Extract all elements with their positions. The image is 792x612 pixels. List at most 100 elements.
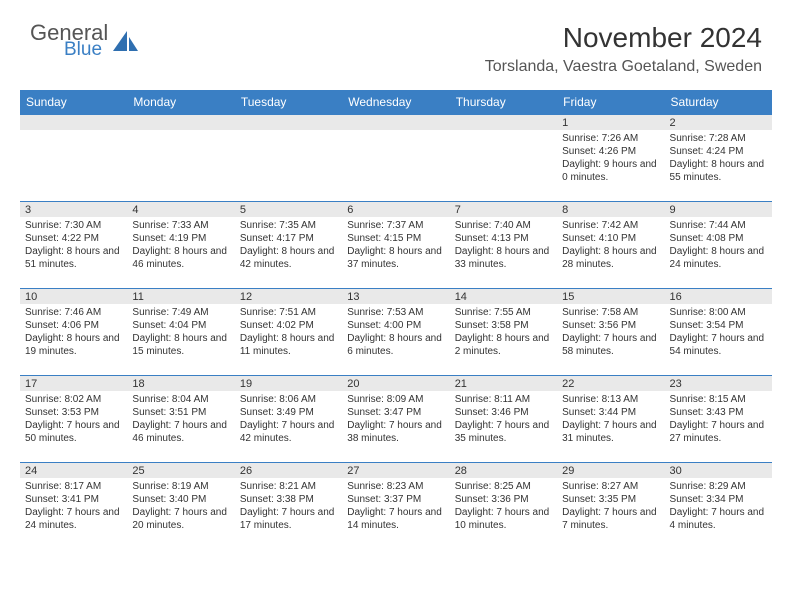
day-number-bar: 4 — [127, 201, 234, 217]
day-number-bar: 26 — [235, 462, 342, 478]
day-cell: 9Sunrise: 7:44 AMSunset: 4:08 PMDaylight… — [665, 201, 772, 288]
daylight-line: Daylight: 7 hours and 24 minutes. — [25, 506, 122, 532]
day-body: Sunrise: 8:02 AMSunset: 3:53 PMDaylight:… — [20, 391, 127, 448]
sunset-line: Sunset: 4:17 PM — [240, 232, 337, 245]
day-number-bar: 30 — [665, 462, 772, 478]
day-body: Sunrise: 8:15 AMSunset: 3:43 PMDaylight:… — [665, 391, 772, 448]
daylight-line: Daylight: 8 hours and 19 minutes. — [25, 332, 122, 358]
day-cell — [127, 114, 234, 201]
sunset-line: Sunset: 4:19 PM — [132, 232, 229, 245]
sunrise-line: Sunrise: 7:51 AM — [240, 306, 337, 319]
daylight-line: Daylight: 7 hours and 50 minutes. — [25, 419, 122, 445]
sunset-line: Sunset: 3:47 PM — [347, 406, 444, 419]
day-cell: 24Sunrise: 8:17 AMSunset: 3:41 PMDayligh… — [20, 462, 127, 549]
day-body: Sunrise: 7:26 AMSunset: 4:26 PMDaylight:… — [557, 130, 664, 187]
sunset-line: Sunset: 3:35 PM — [562, 493, 659, 506]
day-body: Sunrise: 8:00 AMSunset: 3:54 PMDaylight:… — [665, 304, 772, 361]
day-cell: 11Sunrise: 7:49 AMSunset: 4:04 PMDayligh… — [127, 288, 234, 375]
day-number-bar: 21 — [450, 375, 557, 391]
day-number-bar: 22 — [557, 375, 664, 391]
sunrise-line: Sunrise: 8:25 AM — [455, 480, 552, 493]
daylight-line: Daylight: 8 hours and 42 minutes. — [240, 245, 337, 271]
day-number-bar: 15 — [557, 288, 664, 304]
logo-sail-icon — [113, 31, 139, 53]
day-number-bar — [342, 114, 449, 130]
sunset-line: Sunset: 4:22 PM — [25, 232, 122, 245]
day-cell — [450, 114, 557, 201]
day-body: Sunrise: 7:51 AMSunset: 4:02 PMDaylight:… — [235, 304, 342, 361]
sunset-line: Sunset: 3:43 PM — [670, 406, 767, 419]
day-header-wed: Wednesday — [342, 90, 449, 114]
day-number-bar: 29 — [557, 462, 664, 478]
day-cell: 14Sunrise: 7:55 AMSunset: 3:58 PMDayligh… — [450, 288, 557, 375]
daylight-line: Daylight: 8 hours and 11 minutes. — [240, 332, 337, 358]
sunset-line: Sunset: 3:41 PM — [25, 493, 122, 506]
day-body: Sunrise: 8:29 AMSunset: 3:34 PMDaylight:… — [665, 478, 772, 535]
day-number-bar: 24 — [20, 462, 127, 478]
sunset-line: Sunset: 4:02 PM — [240, 319, 337, 332]
sunrise-line: Sunrise: 8:27 AM — [562, 480, 659, 493]
month-title: November 2024 — [485, 22, 762, 54]
day-cell: 28Sunrise: 8:25 AMSunset: 3:36 PMDayligh… — [450, 462, 557, 549]
daylight-line: Daylight: 7 hours and 20 minutes. — [132, 506, 229, 532]
day-number-bar — [450, 114, 557, 130]
sunrise-line: Sunrise: 8:11 AM — [455, 393, 552, 406]
day-cell — [20, 114, 127, 201]
day-cell: 4Sunrise: 7:33 AMSunset: 4:19 PMDaylight… — [127, 201, 234, 288]
day-body: Sunrise: 7:55 AMSunset: 3:58 PMDaylight:… — [450, 304, 557, 361]
day-number-bar: 2 — [665, 114, 772, 130]
day-cell: 20Sunrise: 8:09 AMSunset: 3:47 PMDayligh… — [342, 375, 449, 462]
daylight-line: Daylight: 7 hours and 7 minutes. — [562, 506, 659, 532]
day-cell: 16Sunrise: 8:00 AMSunset: 3:54 PMDayligh… — [665, 288, 772, 375]
sunset-line: Sunset: 3:53 PM — [25, 406, 122, 419]
day-body: Sunrise: 7:44 AMSunset: 4:08 PMDaylight:… — [665, 217, 772, 274]
day-number-bar: 6 — [342, 201, 449, 217]
sunset-line: Sunset: 4:06 PM — [25, 319, 122, 332]
day-header-mon: Monday — [127, 90, 234, 114]
day-body: Sunrise: 7:53 AMSunset: 4:00 PMDaylight:… — [342, 304, 449, 361]
sunset-line: Sunset: 3:56 PM — [562, 319, 659, 332]
daylight-line: Daylight: 8 hours and 28 minutes. — [562, 245, 659, 271]
day-body: Sunrise: 7:35 AMSunset: 4:17 PMDaylight:… — [235, 217, 342, 274]
day-number-bar: 11 — [127, 288, 234, 304]
day-body: Sunrise: 7:58 AMSunset: 3:56 PMDaylight:… — [557, 304, 664, 361]
day-number-bar — [127, 114, 234, 130]
location-text: Torslanda, Vaestra Goetaland, Sweden — [485, 58, 762, 76]
day-body: Sunrise: 7:30 AMSunset: 4:22 PMDaylight:… — [20, 217, 127, 274]
day-number-bar: 9 — [665, 201, 772, 217]
day-cell: 12Sunrise: 7:51 AMSunset: 4:02 PMDayligh… — [235, 288, 342, 375]
sunset-line: Sunset: 3:58 PM — [455, 319, 552, 332]
day-body: Sunrise: 7:46 AMSunset: 4:06 PMDaylight:… — [20, 304, 127, 361]
sunset-line: Sunset: 4:26 PM — [562, 145, 659, 158]
day-body: Sunrise: 8:11 AMSunset: 3:46 PMDaylight:… — [450, 391, 557, 448]
daylight-line: Daylight: 7 hours and 17 minutes. — [240, 506, 337, 532]
day-number-bar: 8 — [557, 201, 664, 217]
day-number-bar: 1 — [557, 114, 664, 130]
sunrise-line: Sunrise: 7:44 AM — [670, 219, 767, 232]
week-row: 17Sunrise: 8:02 AMSunset: 3:53 PMDayligh… — [20, 375, 772, 462]
sunrise-line: Sunrise: 7:35 AM — [240, 219, 337, 232]
day-number-bar — [235, 114, 342, 130]
day-number-bar: 17 — [20, 375, 127, 391]
sunset-line: Sunset: 3:34 PM — [670, 493, 767, 506]
title-block: November 2024 Torslanda, Vaestra Goetala… — [485, 22, 762, 76]
daylight-line: Daylight: 7 hours and 54 minutes. — [670, 332, 767, 358]
sunrise-line: Sunrise: 7:53 AM — [347, 306, 444, 319]
day-number-bar: 13 — [342, 288, 449, 304]
sunset-line: Sunset: 3:40 PM — [132, 493, 229, 506]
day-body: Sunrise: 7:49 AMSunset: 4:04 PMDaylight:… — [127, 304, 234, 361]
calendar-table: Sunday Monday Tuesday Wednesday Thursday… — [20, 90, 772, 549]
day-cell: 15Sunrise: 7:58 AMSunset: 3:56 PMDayligh… — [557, 288, 664, 375]
sunset-line: Sunset: 3:51 PM — [132, 406, 229, 419]
week-row: 3Sunrise: 7:30 AMSunset: 4:22 PMDaylight… — [20, 201, 772, 288]
sunrise-line: Sunrise: 7:26 AM — [562, 132, 659, 145]
sunrise-line: Sunrise: 8:04 AM — [132, 393, 229, 406]
week-row: 24Sunrise: 8:17 AMSunset: 3:41 PMDayligh… — [20, 462, 772, 549]
sunrise-line: Sunrise: 7:33 AM — [132, 219, 229, 232]
sunset-line: Sunset: 3:37 PM — [347, 493, 444, 506]
daylight-line: Daylight: 7 hours and 58 minutes. — [562, 332, 659, 358]
day-number-bar: 16 — [665, 288, 772, 304]
sunrise-line: Sunrise: 7:58 AM — [562, 306, 659, 319]
day-body: Sunrise: 8:23 AMSunset: 3:37 PMDaylight:… — [342, 478, 449, 535]
daylight-line: Daylight: 8 hours and 6 minutes. — [347, 332, 444, 358]
